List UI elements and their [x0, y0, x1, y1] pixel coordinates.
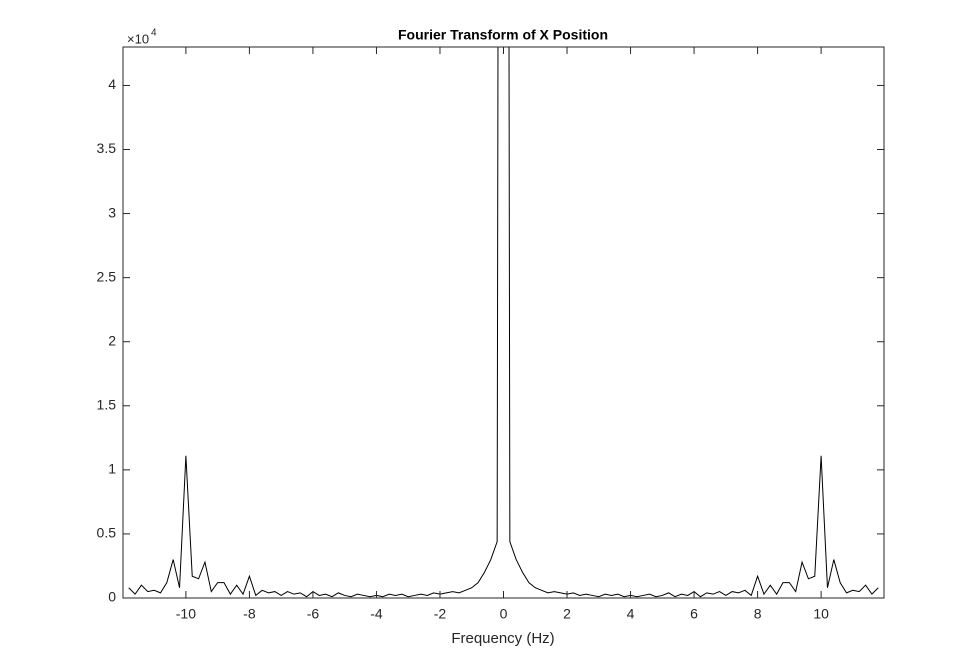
y-scale-exponent: 4 — [151, 28, 157, 39]
y-tick-label: 3 — [108, 204, 116, 220]
chart-title: Fourier Transform of X Position — [398, 27, 608, 43]
x-tick-label: 2 — [563, 606, 571, 622]
x-tick-label: 4 — [627, 606, 635, 622]
x-axis-label: Frequency (Hz) — [451, 630, 554, 647]
x-tick-label: -4 — [370, 606, 383, 622]
y-tick-label: 1.5 — [97, 396, 117, 412]
y-tick-label: 0 — [108, 589, 116, 605]
x-tick-label: -6 — [307, 606, 320, 622]
y-tick-label: 1 — [108, 461, 116, 477]
y-tick-label: 2.5 — [97, 268, 117, 284]
y-tick-label: 4 — [108, 76, 116, 92]
x-tick-label: 0 — [500, 606, 508, 622]
x-tick-label: 6 — [690, 606, 698, 622]
x-tick-label: -10 — [176, 606, 196, 622]
x-tick-label: 8 — [754, 606, 762, 622]
y-tick-label: 0.5 — [97, 525, 117, 541]
data-line — [128, 47, 879, 598]
x-tick-label: -8 — [243, 606, 256, 622]
y-scale-base: ×10 — [127, 31, 149, 46]
y-tick-label: 3.5 — [97, 140, 117, 156]
x-tick-label: 10 — [813, 606, 829, 622]
y-tick-label: 2 — [108, 332, 116, 348]
x-tick-label: -2 — [434, 606, 447, 622]
